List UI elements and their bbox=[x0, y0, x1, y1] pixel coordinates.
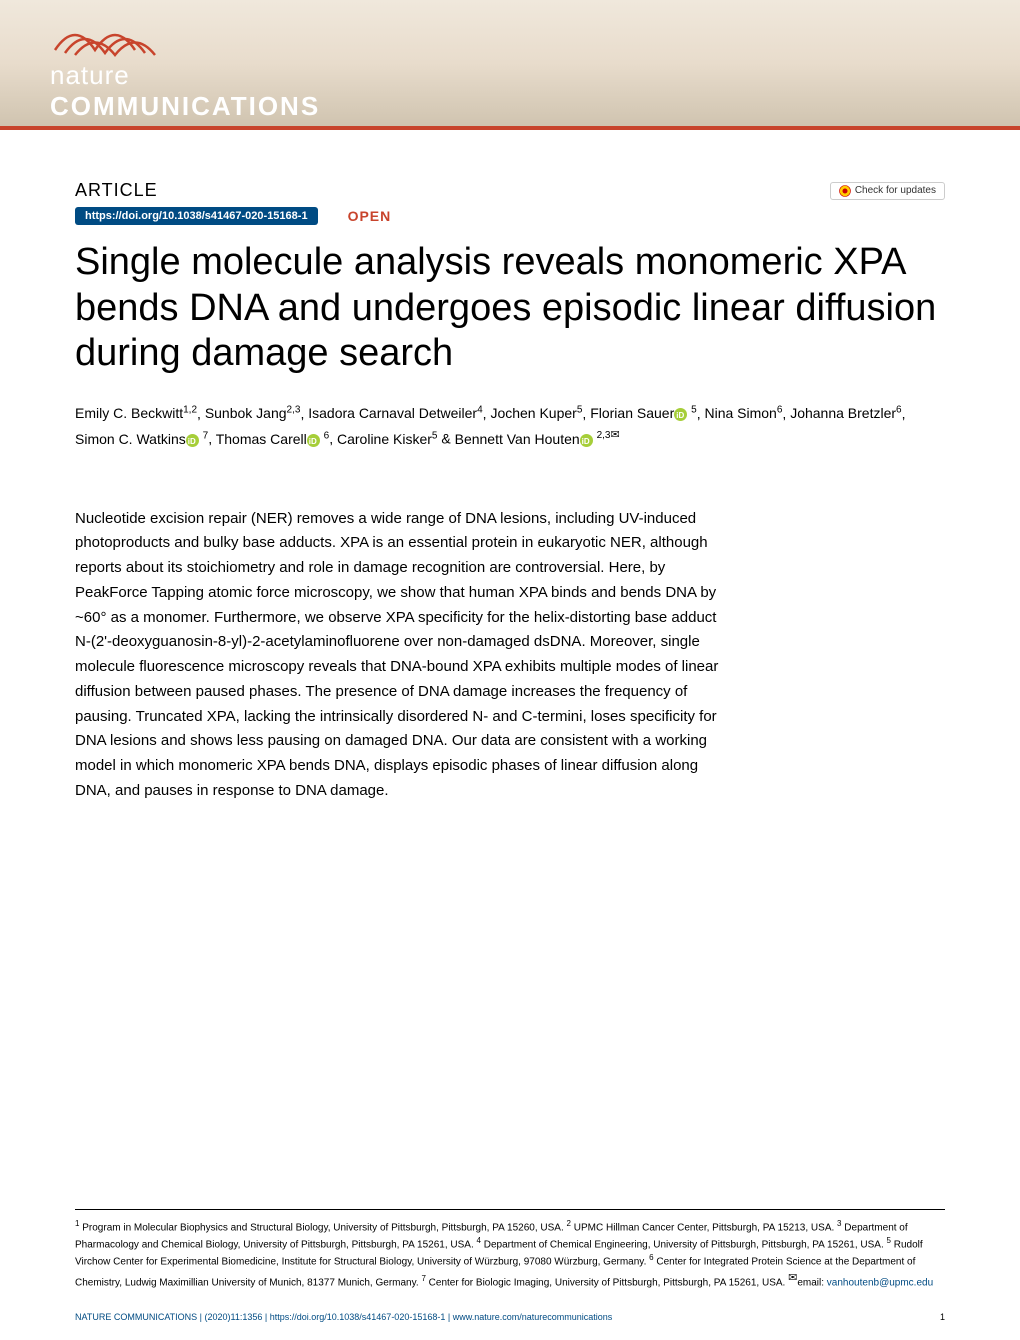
corresponding-email[interactable]: vanhoutenb@upmc.edu bbox=[827, 1277, 933, 1288]
affiliations-block: 1 Program in Molecular Biophysics and St… bbox=[75, 1209, 945, 1290]
check-updates-button[interactable]: Check for updates bbox=[830, 182, 945, 200]
email-label: email: bbox=[797, 1277, 824, 1288]
logo-text-communications: COMMUNICATIONS bbox=[50, 91, 320, 122]
affiliation-1: Program in Molecular Biophysics and Stru… bbox=[82, 1222, 564, 1233]
author: Bennett Van Houten 2,3✉ bbox=[455, 431, 620, 447]
envelope-icon: ✉ bbox=[788, 1270, 797, 1287]
author: Johanna Bretzler6 bbox=[790, 405, 901, 421]
orcid-icon[interactable] bbox=[307, 434, 320, 447]
journal-banner: nature COMMUNICATIONS bbox=[0, 0, 1020, 130]
affiliation-2: UPMC Hillman Cancer Center, Pittsburgh, … bbox=[574, 1222, 834, 1233]
author: Isadora Carnaval Detweiler4 bbox=[308, 405, 482, 421]
doi-row: https://doi.org/10.1038/s41467-020-15168… bbox=[75, 207, 945, 225]
author: Emily C. Beckwitt1,2 bbox=[75, 405, 197, 421]
open-access-label: OPEN bbox=[348, 208, 392, 224]
author: Simon C. Watkins 7 bbox=[75, 431, 208, 447]
author-list: Emily C. Beckwitt1,2, Sunbok Jang2,3, Is… bbox=[75, 402, 945, 452]
author: Caroline Kisker5 bbox=[337, 431, 438, 447]
page-number: 1 bbox=[940, 1312, 945, 1322]
article-header-row: ARTICLE Check for updates bbox=[75, 180, 945, 201]
author: Florian Sauer 5 bbox=[590, 405, 697, 421]
affiliation-4: Department of Chemical Engineering, Univ… bbox=[484, 1239, 884, 1250]
page-footer: NATURE COMMUNICATIONS | (2020)11:1356 | … bbox=[75, 1312, 945, 1322]
author: Sunbok Jang2,3 bbox=[205, 405, 301, 421]
crossmark-icon bbox=[839, 185, 851, 197]
article-type-label: ARTICLE bbox=[75, 180, 158, 201]
logo-waves-icon bbox=[50, 15, 190, 60]
article-content: ARTICLE Check for updates https://doi.or… bbox=[0, 130, 1020, 824]
orcid-icon[interactable] bbox=[580, 434, 593, 447]
envelope-icon: ✉ bbox=[610, 426, 619, 445]
abstract: Nucleotide excision repair (NER) removes… bbox=[75, 507, 725, 804]
orcid-icon[interactable] bbox=[186, 434, 199, 447]
journal-logo: nature COMMUNICATIONS bbox=[50, 15, 320, 122]
author: Nina Simon6 bbox=[704, 405, 782, 421]
author: Thomas Carell 6 bbox=[216, 431, 329, 447]
author: Jochen Kuper5 bbox=[490, 405, 582, 421]
doi-link[interactable]: https://doi.org/10.1038/s41467-020-15168… bbox=[75, 207, 318, 225]
orcid-icon[interactable] bbox=[674, 408, 687, 421]
logo-text-nature: nature bbox=[50, 60, 320, 91]
footer-citation: NATURE COMMUNICATIONS | (2020)11:1356 | … bbox=[75, 1312, 612, 1322]
affiliation-7: Center for Biologic Imaging, University … bbox=[429, 1277, 786, 1288]
check-updates-label: Check for updates bbox=[855, 185, 936, 196]
article-title: Single molecule analysis reveals monomer… bbox=[75, 240, 945, 377]
